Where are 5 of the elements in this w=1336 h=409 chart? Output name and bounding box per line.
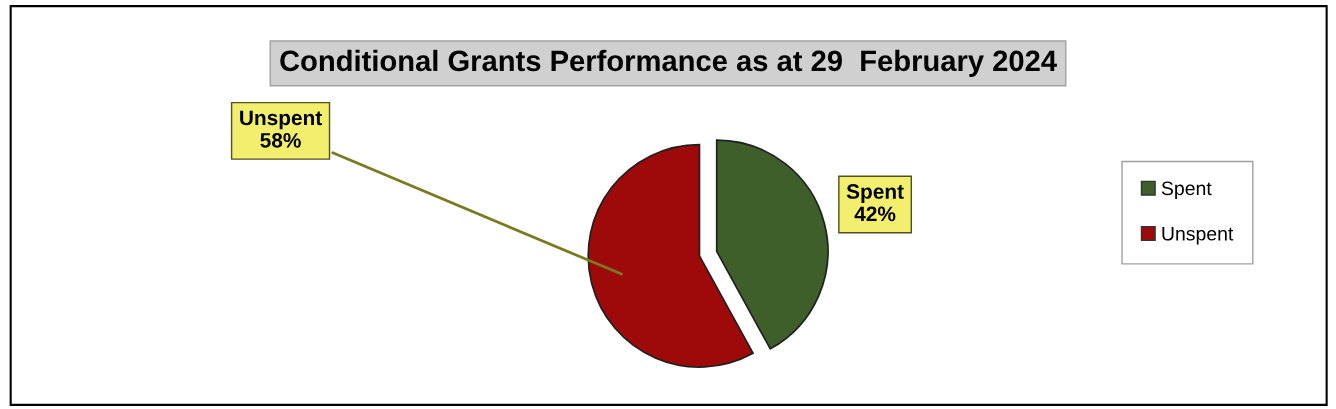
legend-label: Unspent <box>1162 227 1234 245</box>
data-label: Spent 42% <box>846 184 904 222</box>
legend-label: Spent <box>1161 181 1212 200</box>
chart-title: Conditional Grants Performance as at 29 February 2024 <box>280 49 1057 77</box>
data-label: Unspent 58% <box>240 110 322 148</box>
